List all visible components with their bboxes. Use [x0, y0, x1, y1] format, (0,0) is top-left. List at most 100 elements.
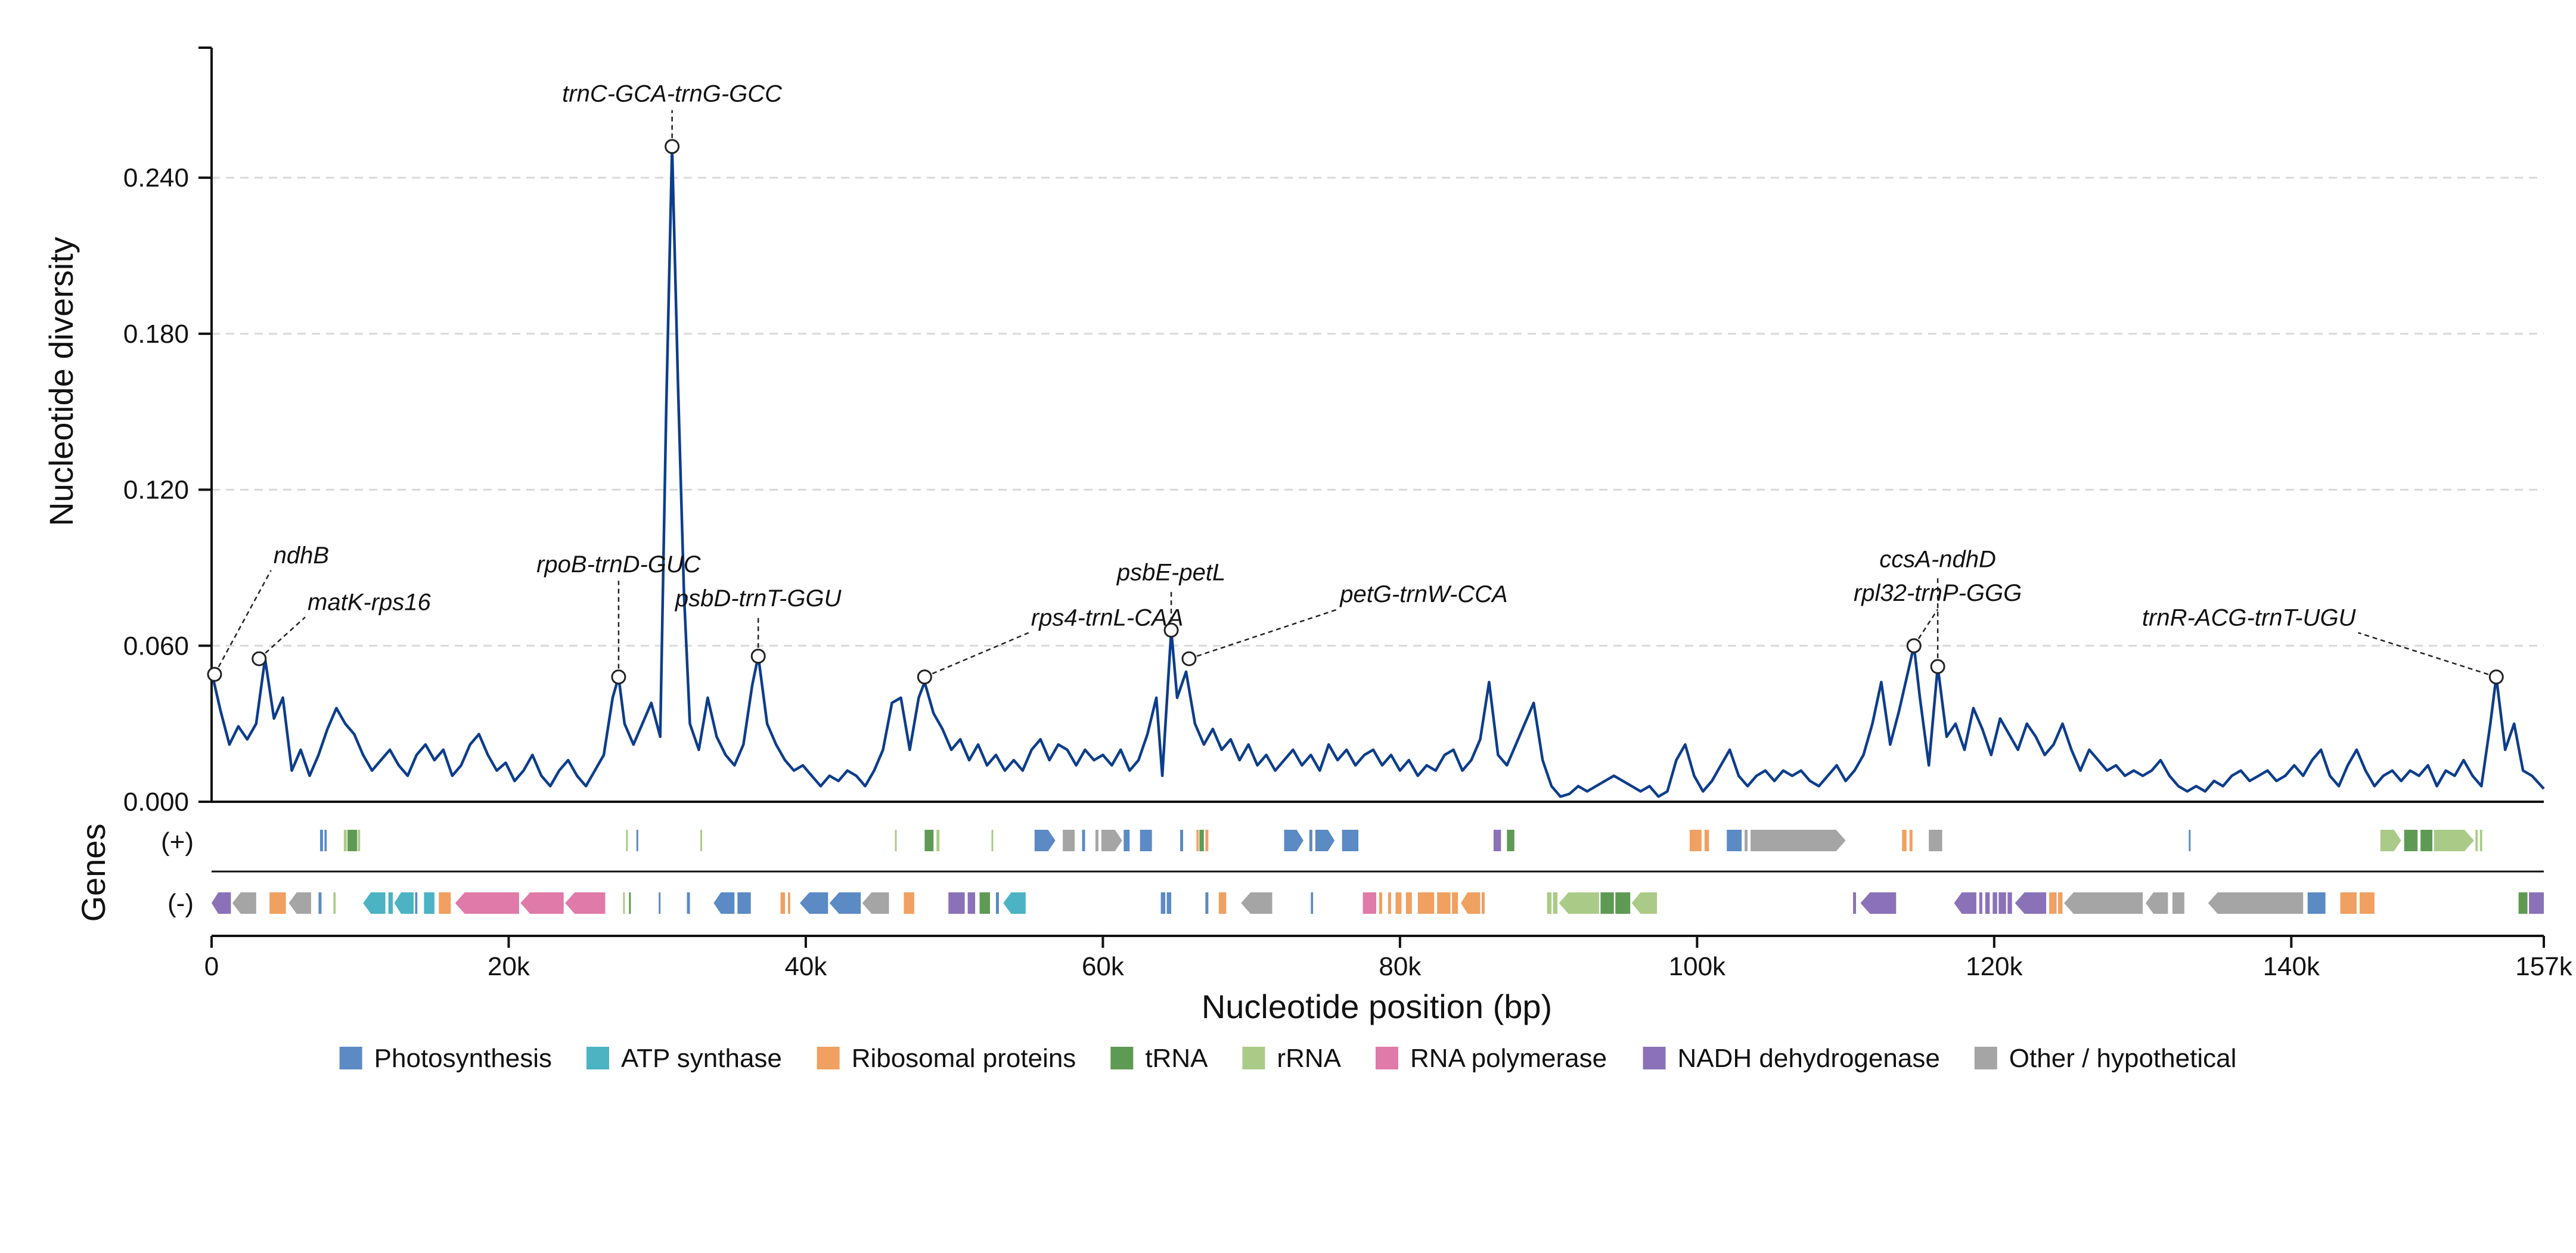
gene-plus-24 — [1309, 830, 1312, 851]
x-tick-label-7: 140k — [2263, 952, 2320, 981]
gene-minus-4 — [318, 892, 322, 914]
gene-minus-10 — [424, 892, 434, 914]
gene-minus-18 — [687, 892, 690, 914]
gene-minus-22 — [788, 892, 790, 914]
gene-minus-9 — [415, 892, 418, 914]
legend-label-3: tRNA — [1145, 1044, 1208, 1073]
y-tick-label-1: 0.060 — [123, 631, 189, 660]
x-tick-label-0: 0 — [204, 952, 219, 981]
gene-minus-65 — [2064, 892, 2143, 914]
gene-minus-67 — [2172, 892, 2184, 914]
gene-minus-51 — [1600, 892, 1614, 914]
legend-swatch-0 — [339, 1047, 362, 1069]
legend: Photosynthesis ATP synthase Ribosomal prot… — [339, 1044, 2236, 1073]
peak-leader-5 — [924, 632, 1029, 678]
gene-plus-36 — [1929, 830, 1942, 851]
gene-plus-42 — [2475, 830, 2478, 851]
gene-plus-13 — [1063, 830, 1075, 851]
gene-minus-21 — [780, 892, 786, 914]
gene-plus-19 — [1180, 830, 1184, 851]
peak-annotations: ndhB matK-rps16 rpoB-trnD-GUC trnC-GCA-trnG… — [207, 81, 2504, 685]
peak-marker-4 — [750, 649, 766, 664]
legend-label-1: ATP synthase — [621, 1044, 782, 1073]
gene-plus-17 — [1123, 830, 1130, 851]
gene-minus-71 — [2359, 892, 2375, 914]
gene-plus-25 — [1315, 830, 1335, 851]
gene-plus-7 — [700, 830, 702, 851]
peak-leader-0 — [213, 570, 272, 675]
x-axis-title: Nucleotide position (bp) — [1202, 988, 1552, 1025]
peak-label-1: matK-rps16 — [308, 589, 431, 615]
gene-minus-50 — [1559, 892, 1599, 914]
peak-leader-9 — [1913, 609, 1939, 646]
gene-minus-28 — [967, 892, 976, 914]
gene-minus-48 — [1547, 892, 1552, 914]
y-tick-label-3: 0.180 — [123, 320, 189, 349]
gene-plus-22 — [1205, 830, 1209, 851]
peak-label-5: rps4-trnL-CAA — [1031, 604, 1184, 631]
peak-marker-0 — [207, 666, 222, 682]
gene-plus-12 — [1034, 830, 1056, 851]
peak-label-8: ccsA-ndhD — [1879, 547, 1996, 573]
x-tick-label-6: 120k — [1966, 952, 2023, 981]
gene-minus-33 — [1166, 892, 1172, 914]
gene-minus-3 — [288, 892, 311, 914]
legend-swatch-4 — [1242, 1047, 1265, 1069]
peak-label-7: petG-trnW-CCA — [1339, 581, 1508, 607]
gene-minus-29 — [979, 892, 990, 914]
gene-minus-25 — [862, 892, 889, 914]
legend-swatch-3 — [1110, 1047, 1134, 1069]
gene-minus-43 — [1417, 892, 1435, 914]
minus-strand-label: (-) — [167, 889, 194, 918]
gene-minus-31 — [1003, 892, 1026, 914]
gene-minus-26 — [904, 892, 914, 914]
gene-minus-42 — [1405, 892, 1412, 914]
gene-minus-11 — [439, 892, 451, 914]
gene-minus-12 — [455, 892, 519, 914]
gene-plus-30 — [1704, 830, 1709, 851]
gene-minus-68 — [2208, 892, 2304, 914]
gene-minus-27 — [948, 892, 965, 914]
gene-plus-40 — [2420, 830, 2433, 851]
gene-minus-60 — [1998, 892, 2006, 914]
gene-minus-8 — [394, 892, 414, 914]
diversity-line-layer — [210, 145, 2545, 798]
gene-plus-34 — [1902, 830, 1907, 851]
gene-plus-28 — [1507, 830, 1514, 851]
gene-plus-27 — [1493, 830, 1501, 851]
gene-plus-18 — [1140, 830, 1152, 851]
gene-minus-14 — [565, 892, 606, 914]
gene-minus-70 — [2340, 892, 2357, 914]
x-tick-label-2: 40k — [784, 952, 827, 981]
legend-swatch-6 — [1643, 1047, 1666, 1069]
gene-minus-7 — [388, 892, 393, 914]
peak-label-0: ndhB — [274, 542, 329, 569]
gene-minus-47 — [1481, 892, 1485, 914]
peak-marker-5 — [917, 669, 932, 685]
y-tick-label-2: 0.120 — [123, 476, 189, 505]
gene-track-title: Genes — [75, 824, 112, 922]
y-axis-title: Nucleotide diversity — [42, 237, 80, 526]
diversity-line — [210, 145, 2545, 798]
legend-swatch-7 — [1974, 1047, 1997, 1069]
gene-plus-14 — [1082, 830, 1085, 851]
gene-minus-15 — [623, 892, 625, 914]
peak-marker-6 — [1163, 622, 1179, 638]
legend-swatch-1 — [586, 1047, 610, 1069]
gene-minus-32 — [1160, 892, 1166, 914]
gene-plus-4 — [358, 830, 361, 851]
gene-plus-26 — [1342, 830, 1359, 851]
gene-plus-33 — [1751, 830, 1846, 851]
gene-minus-39 — [1379, 892, 1382, 914]
gene-plus-6 — [636, 830, 638, 851]
peak-label-3: trnC-GCA-trnG-GCC — [562, 81, 783, 107]
gene-plus-11 — [991, 830, 994, 851]
gene-minus-46 — [1461, 892, 1481, 914]
peak-leader-10 — [2358, 632, 2497, 678]
legend-label-2: Ribosomal proteins — [852, 1044, 1076, 1073]
peak-marker-2 — [611, 669, 626, 685]
peak-label-4: psbD-trnT-GGU — [675, 585, 842, 612]
gene-minus-62 — [2015, 892, 2047, 914]
peak-marker-1 — [252, 651, 267, 666]
